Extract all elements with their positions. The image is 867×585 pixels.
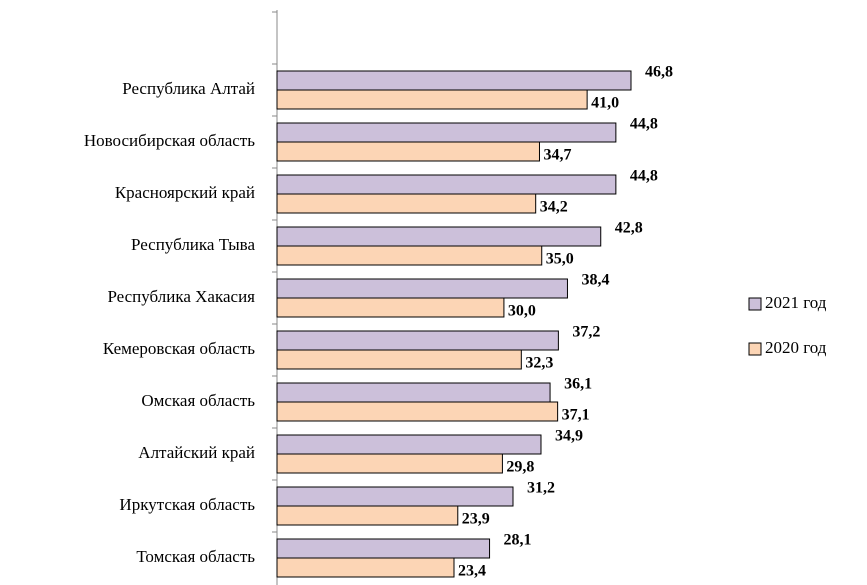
value-label: 32,3 xyxy=(525,355,553,372)
category-label: Кемеровская область xyxy=(103,339,255,358)
bar xyxy=(276,382,551,403)
bar xyxy=(276,193,537,214)
category-label: Красноярский край xyxy=(115,183,255,202)
legend-label: 2021 год xyxy=(765,293,827,312)
value-label: 42,8 xyxy=(615,220,643,237)
bar xyxy=(276,141,540,162)
bar xyxy=(276,278,568,299)
legend-swatch xyxy=(748,297,762,311)
bar xyxy=(276,245,543,266)
value-label: 38,4 xyxy=(581,272,609,289)
bar xyxy=(276,486,514,507)
value-label: 23,4 xyxy=(458,563,486,580)
value-label: 44,8 xyxy=(630,168,658,185)
bar xyxy=(276,538,491,559)
bar xyxy=(276,349,522,370)
bar xyxy=(276,453,503,474)
value-label: 30,0 xyxy=(508,303,536,320)
value-label: 34,9 xyxy=(555,428,583,445)
category-label: Алтайский край xyxy=(138,443,255,462)
category-label: Новосибирская область xyxy=(84,131,255,150)
value-label: 23,9 xyxy=(462,511,490,528)
bar xyxy=(276,505,459,526)
bar xyxy=(276,297,505,318)
category-label: Республика Алтай xyxy=(122,79,255,98)
value-label: 34,7 xyxy=(543,147,571,164)
value-label: 44,8 xyxy=(630,116,658,133)
value-label: 29,8 xyxy=(506,459,534,476)
legend-label: 2020 год xyxy=(765,338,827,357)
value-label: 34,2 xyxy=(540,199,568,216)
value-label: 28,1 xyxy=(504,532,532,549)
bar xyxy=(276,401,559,422)
category-label: Томская область xyxy=(136,547,255,566)
bar xyxy=(276,434,542,455)
bar xyxy=(276,122,617,143)
bar xyxy=(276,226,602,247)
bar xyxy=(276,70,632,91)
category-label: Республика Хакасия xyxy=(107,287,255,306)
legend-swatch xyxy=(748,342,762,356)
bar xyxy=(276,557,455,578)
bar xyxy=(276,174,617,195)
value-label: 31,2 xyxy=(527,480,555,497)
value-label: 37,1 xyxy=(562,407,590,424)
category-label: Иркутская область xyxy=(119,495,255,514)
value-label: 36,1 xyxy=(564,376,592,393)
value-label: 46,8 xyxy=(645,64,673,81)
category-label: Республика Тыва xyxy=(131,235,255,254)
bar xyxy=(276,89,588,110)
value-label: 41,0 xyxy=(591,95,619,112)
value-label: 37,2 xyxy=(572,324,600,341)
value-label: 35,0 xyxy=(546,251,574,268)
bar xyxy=(276,330,559,351)
category-label: Омская область xyxy=(141,391,255,410)
